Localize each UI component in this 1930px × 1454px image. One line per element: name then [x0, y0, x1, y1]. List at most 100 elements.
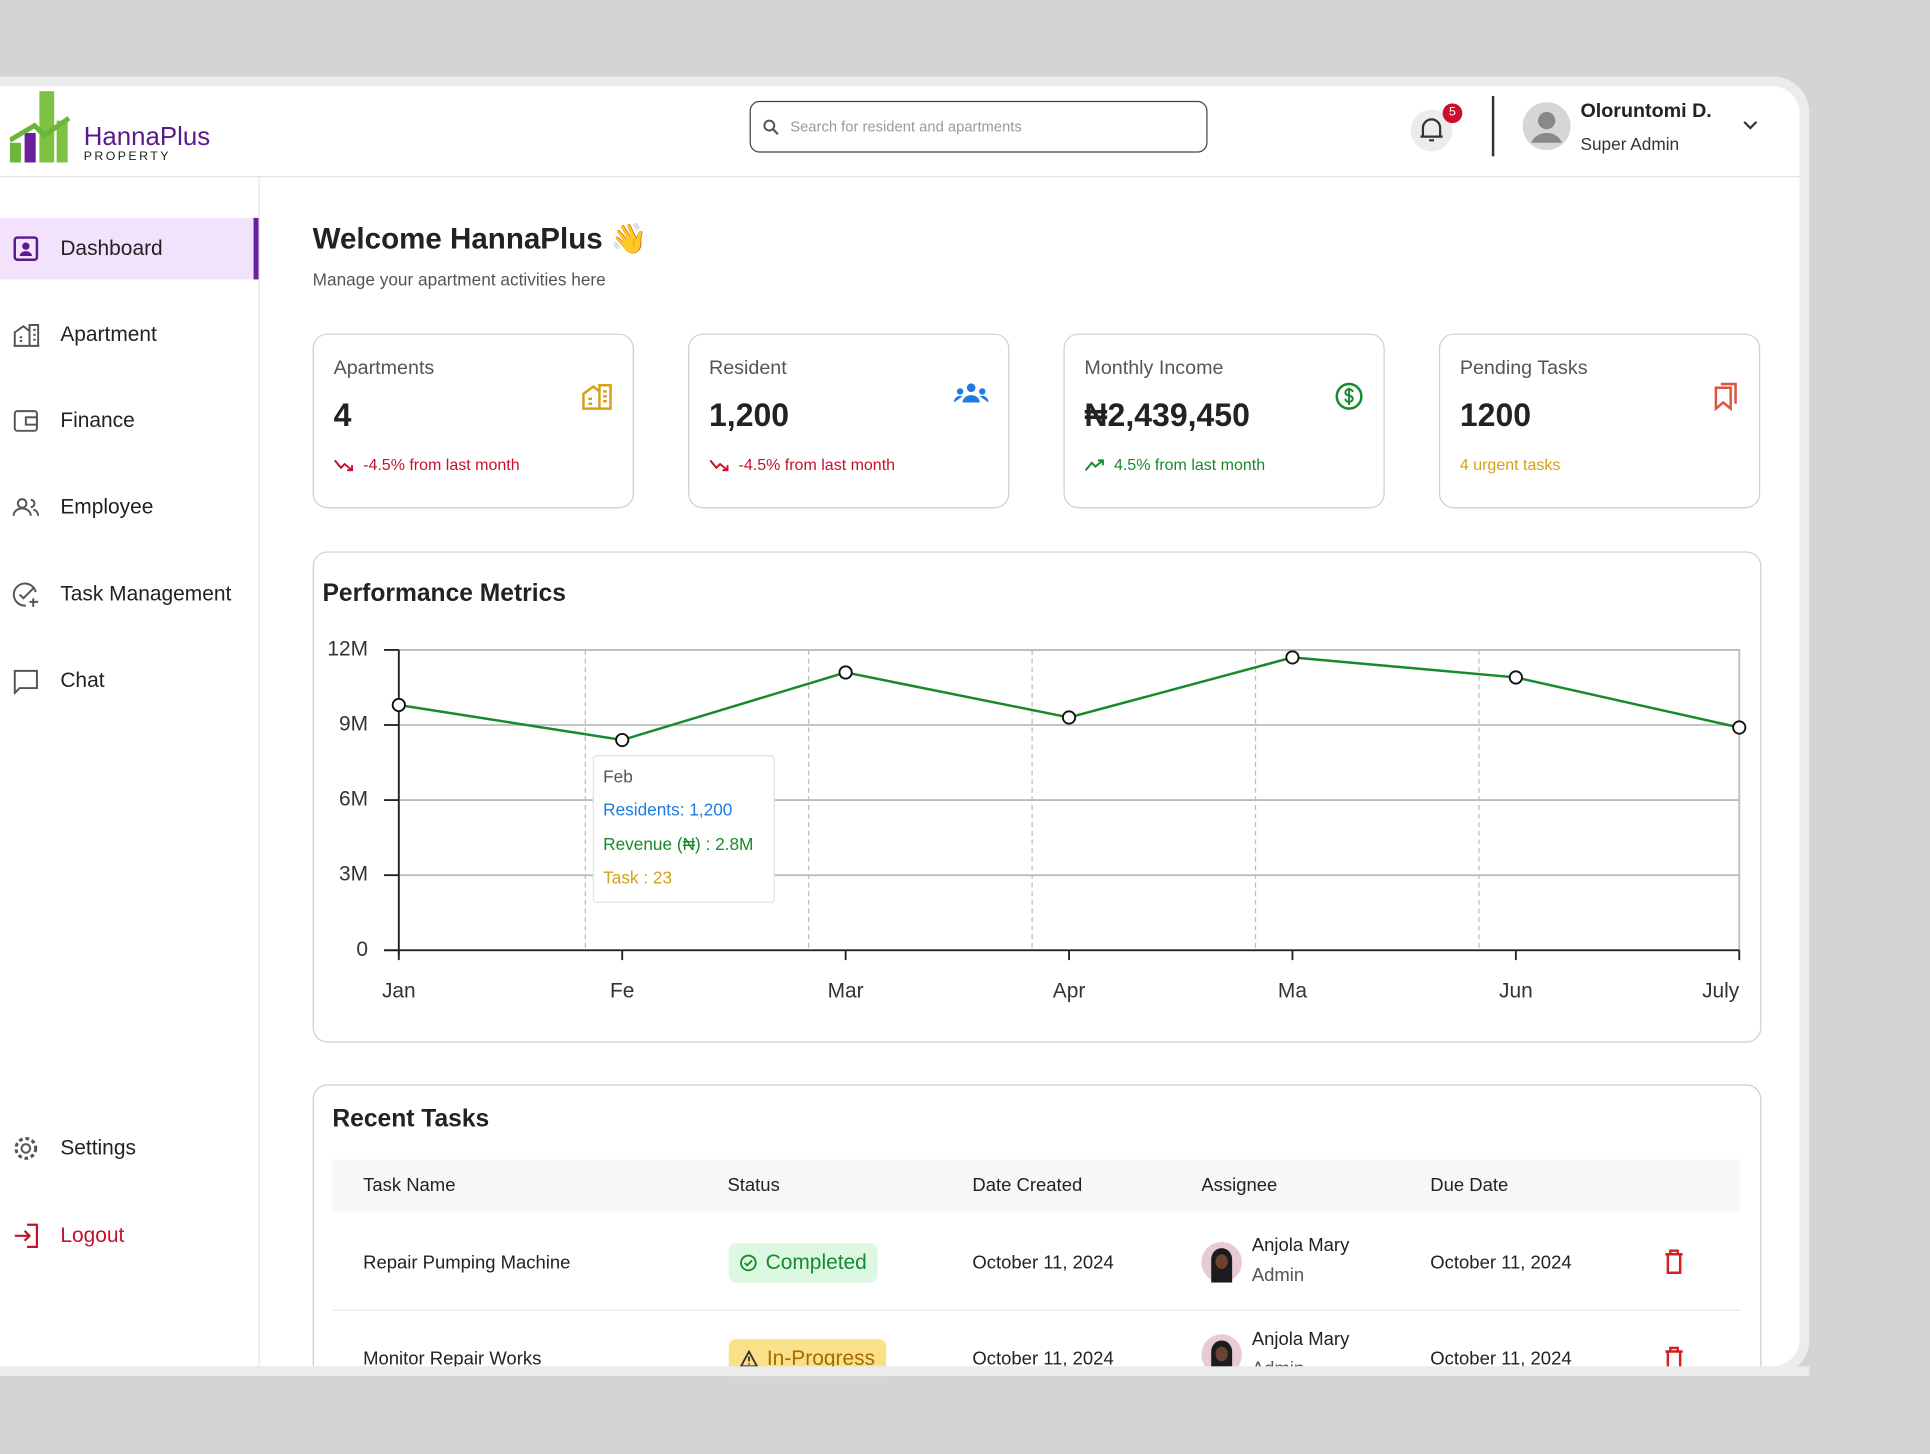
tooltip-box — [592, 755, 775, 903]
tooltip: Feb Residents: 1,200 Revenue (₦) : 2.8M Tas… — [592, 755, 775, 903]
performance-chart: Performance Metrics 0 3M 6M 9M 12M Jan Fe Mar Ap… — [322, 580, 1747, 1003]
y-tick-label: 12M — [327, 637, 368, 660]
welcome-title: Welcome HannaPlus 👋 — [312, 222, 648, 257]
stat-note: 4.5% from last month — [1113, 455, 1266, 474]
nav-icon — [14, 1223, 39, 1249]
status-badge: Completed — [728, 1243, 878, 1283]
data-line — [398, 656, 1740, 742]
data-point — [615, 732, 630, 748]
data-point — [1732, 720, 1747, 735]
search-box[interactable]: Search for resident and apartments — [749, 100, 1208, 153]
nav-item[interactable]: Finance — [0, 390, 258, 452]
nav-label: Task Management — [60, 582, 232, 606]
search-placeholder: Search for resident and apartments — [790, 118, 1022, 136]
assignee-name: Anjola Mary — [1251, 1328, 1350, 1350]
y-tick-label: 9M — [339, 713, 368, 736]
stat-card: Resident 1,200 -4.5% from last month — [688, 333, 1010, 509]
stat-icon — [953, 383, 989, 403]
y-tick-label: 3M — [339, 863, 368, 886]
delete-button[interactable] — [1664, 1249, 1684, 1274]
assignee-name: Anjola Mary — [1251, 1235, 1350, 1257]
trend-icon — [709, 459, 729, 471]
header-divider — [0, 176, 1800, 178]
user-role: Super Admin — [1580, 134, 1680, 154]
nav-icon — [13, 410, 38, 432]
stat-label: Resident — [708, 358, 787, 380]
data-point — [1285, 650, 1300, 665]
due-date: October 11, 2024 — [1430, 1348, 1572, 1370]
column-header: Assignee — [1201, 1174, 1278, 1196]
nav-label: Apartment — [60, 322, 157, 346]
column-header: Status — [727, 1174, 780, 1196]
status-text: In-Progress — [766, 1346, 876, 1370]
assignee-photo — [1201, 1241, 1242, 1283]
stat-value: 4 — [333, 396, 352, 434]
x-tick-label: Fe — [610, 980, 634, 1003]
row-divider — [332, 1309, 1741, 1311]
notification-bell[interactable] — [1408, 103, 1465, 155]
nav-item[interactable]: Apartment — [0, 304, 258, 366]
nav-item[interactable]: Task Management — [0, 564, 258, 626]
tasks-title: Recent Tasks — [332, 1105, 490, 1133]
stat-icon — [1335, 382, 1363, 410]
notification-count: 5 — [1449, 105, 1456, 120]
sidebar-divider — [258, 177, 260, 1372]
x-tick-label: Jun — [1499, 980, 1533, 1003]
status-text: Completed — [765, 1250, 867, 1274]
data-point — [1508, 670, 1523, 685]
stat-value: ₦2,439,450 — [1084, 396, 1250, 434]
date-created: October 11, 2024 — [972, 1348, 1114, 1370]
tooltip-revenue: Revenue (₦) : 2.8M — [603, 834, 753, 854]
stat-note-row: 4.5% from last month — [1084, 455, 1266, 474]
stat-label: Monthly Income — [1084, 358, 1224, 380]
task-name: Monitor Repair Works — [363, 1348, 542, 1370]
status-icon — [739, 1350, 759, 1368]
assignee-role: Admin — [1251, 1264, 1305, 1286]
status-icon — [740, 1254, 757, 1272]
tooltip-task: Task : 23 — [603, 867, 672, 887]
column-header: Due Date — [1430, 1174, 1509, 1196]
user-name: Oloruntomi D. — [1580, 100, 1712, 122]
trend-icon — [1084, 458, 1104, 471]
nav-label: Chat — [60, 668, 105, 692]
tooltip-residents: Residents: 1,200 — [603, 800, 732, 820]
nav-item[interactable]: Employee — [0, 476, 258, 538]
avatar[interactable] — [1522, 102, 1571, 151]
stat-label: Pending Tasks — [1459, 358, 1588, 380]
nav-icon — [13, 323, 40, 347]
data-point — [838, 665, 853, 680]
nav-icon — [12, 582, 39, 607]
x-tick-label: Apr — [1053, 980, 1086, 1003]
nav-item[interactable]: Chat — [0, 650, 258, 712]
stat-value: 1200 — [1459, 396, 1532, 434]
x-tick-label: July — [1702, 980, 1740, 1003]
window-bottom-edge — [0, 1366, 1810, 1377]
stat-label: Apartments — [333, 358, 435, 380]
stat-note-row: -4.5% from last month — [709, 455, 895, 474]
stat-note-row: 4 urgent tasks — [1460, 455, 1561, 473]
nav-item[interactable]: Logout — [0, 1205, 258, 1267]
search-icon — [763, 119, 779, 135]
stat-card: Pending Tasks 1200 4 urgent tasks — [1438, 333, 1761, 509]
nav-item[interactable]: Dashboard — [0, 217, 259, 280]
chart-title: Performance Metrics — [322, 580, 565, 607]
nav-label: Settings — [60, 1136, 136, 1160]
nav-label: Finance — [60, 408, 135, 433]
column-header: Date Created — [972, 1174, 1083, 1196]
table-header — [332, 1159, 1741, 1213]
nav-item[interactable]: Settings — [0, 1118, 258, 1180]
nav-icon — [13, 236, 39, 261]
user-menu-chevron[interactable] — [1742, 119, 1759, 131]
nav-label: Logout — [60, 1223, 125, 1247]
stat-note: -4.5% from last month — [363, 455, 520, 474]
data-point — [1061, 710, 1077, 725]
stat-value: 1,200 — [708, 396, 790, 434]
backdrop — [0, 1376, 1930, 1454]
chart-card — [312, 551, 1762, 1043]
trend-icon — [334, 459, 354, 471]
x-tick-label: Jan — [382, 980, 416, 1003]
date-created: October 11, 2024 — [972, 1252, 1114, 1274]
y-tick-label: 0 — [356, 938, 368, 961]
